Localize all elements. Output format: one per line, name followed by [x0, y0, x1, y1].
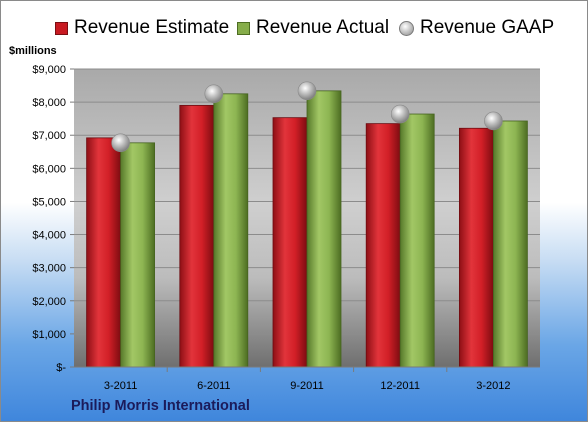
y-tick-label: $5,000 — [32, 196, 66, 208]
marker-revenue-gaap-3-2011 — [111, 133, 130, 153]
y-tick-label: $2,000 — [32, 296, 66, 308]
bar-revenue-actual-3-2012 — [492, 120, 528, 368]
x-tick-label: 3-2012 — [476, 380, 510, 392]
marker-revenue-gaap-9-2011 — [297, 81, 317, 101]
legend-swatch-gaap — [399, 20, 414, 36]
bars — [86, 90, 528, 368]
x-axis-ticks: 3-2011 6-2011 9-2011 12-2011 3-2012 — [104, 367, 511, 392]
marker-revenue-gaap-12-2011 — [390, 104, 410, 124]
legend: Revenue Estimate Revenue Actual Revenue … — [41, 17, 587, 43]
x-tick-label: 3-2011 — [104, 380, 137, 392]
x-tick-label: 6-2011 — [197, 380, 230, 392]
bar-revenue-estimate-3-2012 — [458, 127, 494, 368]
bar-revenue-actual-12-2011 — [399, 113, 435, 368]
marker-revenue-gaap-6-2011 — [204, 84, 224, 104]
x-tick-label: 9-2011 — [290, 380, 323, 392]
gaap-markers — [111, 81, 503, 153]
legend-item-revenue-estimate: Revenue Estimate — [55, 17, 229, 39]
bar-revenue-estimate-3-2011 — [86, 137, 121, 368]
bar-revenue-estimate-6-2011 — [179, 105, 215, 368]
y-tick-label: $4,000 — [32, 230, 66, 242]
bar-revenue-actual-9-2011 — [306, 90, 342, 368]
bar-revenue-estimate-9-2011 — [272, 117, 308, 368]
legend-swatch-actual — [237, 21, 250, 35]
marker-revenue-gaap-3-2012 — [484, 111, 503, 131]
bar-revenue-actual-3-2011 — [120, 142, 155, 368]
y-tick-label: $1,000 — [32, 329, 66, 341]
legend-swatch-estimate — [55, 21, 68, 35]
y-tick-label: $6,000 — [32, 163, 66, 175]
y-tick-label: $9,000 — [32, 64, 66, 76]
bar-revenue-estimate-12-2011 — [365, 123, 401, 368]
legend-label-actual: Revenue Actual — [256, 17, 390, 38]
company-name: Philip Morris International — [71, 398, 250, 414]
bar-revenue-actual-6-2011 — [213, 93, 249, 368]
y-tick-label: $8,000 — [32, 97, 66, 109]
y-axis-ticks: $- $1,000 $2,000 $3,000 $4,000 $5,000 $6,000 $7… — [32, 64, 74, 374]
y-tick-label: $3,000 — [32, 263, 66, 275]
y-axis-unit-label: $millions — [9, 45, 57, 57]
y-tick-label: $- — [56, 362, 66, 374]
x-tick-label: 12-2011 — [380, 380, 420, 392]
y-tick-label: $7,000 — [32, 130, 66, 142]
legend-label-gaap: Revenue GAAP — [420, 17, 555, 38]
legend-label-estimate: Revenue Estimate — [74, 17, 230, 38]
legend-item-revenue-gaap: Revenue GAAP — [399, 17, 554, 39]
legend-item-revenue-actual: Revenue Actual — [237, 17, 389, 39]
